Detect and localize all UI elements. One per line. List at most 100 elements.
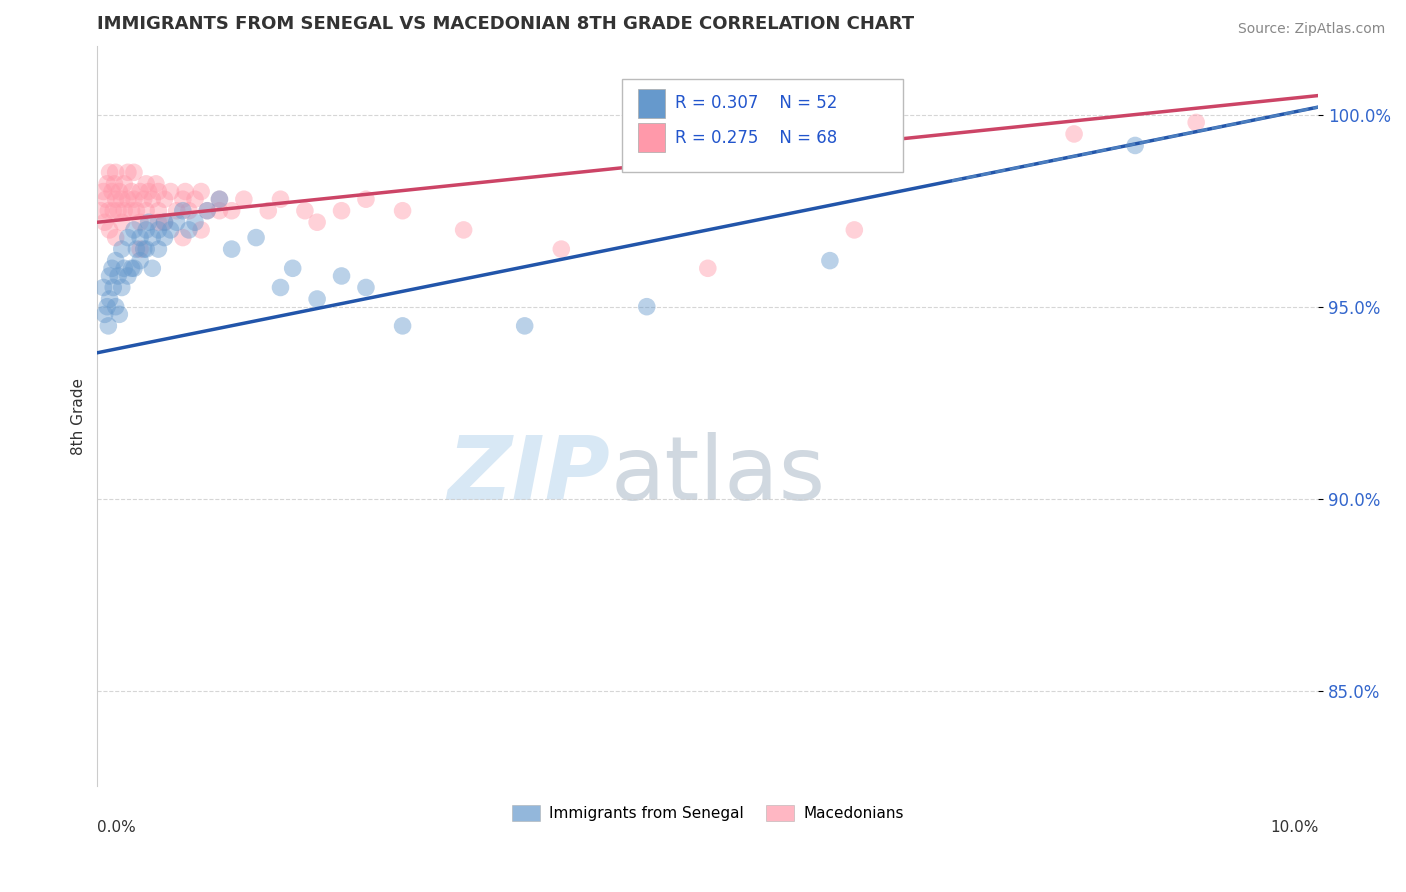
Point bbox=[184, 215, 207, 229]
Point bbox=[103, 177, 125, 191]
Point bbox=[391, 318, 413, 333]
Point bbox=[354, 192, 377, 206]
Point bbox=[636, 300, 658, 314]
Point bbox=[135, 203, 157, 218]
Point bbox=[107, 203, 129, 218]
Point bbox=[148, 223, 170, 237]
Point bbox=[112, 177, 135, 191]
Text: ZIP: ZIP bbox=[447, 432, 610, 519]
Point bbox=[122, 165, 145, 179]
Point bbox=[184, 192, 207, 206]
FancyBboxPatch shape bbox=[638, 89, 665, 118]
Point bbox=[307, 215, 329, 229]
Text: IMMIGRANTS FROM SENEGAL VS MACEDONIAN 8TH GRADE CORRELATION CHART: IMMIGRANTS FROM SENEGAL VS MACEDONIAN 8T… bbox=[97, 15, 914, 33]
Point bbox=[269, 280, 291, 294]
Point bbox=[177, 203, 200, 218]
Point bbox=[513, 318, 536, 333]
Point bbox=[104, 230, 127, 244]
Point bbox=[98, 165, 121, 179]
Point bbox=[96, 177, 118, 191]
Point bbox=[93, 215, 115, 229]
Point bbox=[129, 253, 152, 268]
Point bbox=[104, 253, 127, 268]
Point bbox=[148, 203, 170, 218]
Point bbox=[166, 203, 188, 218]
Point bbox=[125, 242, 148, 256]
Point bbox=[354, 280, 377, 294]
FancyBboxPatch shape bbox=[638, 123, 665, 152]
Point bbox=[195, 203, 218, 218]
Point bbox=[195, 203, 218, 218]
Point bbox=[141, 230, 163, 244]
Point bbox=[103, 203, 125, 218]
Point bbox=[221, 242, 243, 256]
Point bbox=[141, 192, 163, 206]
Legend: Immigrants from Senegal, Macedonians: Immigrants from Senegal, Macedonians bbox=[506, 799, 910, 827]
Point bbox=[232, 192, 254, 206]
Point bbox=[294, 203, 316, 218]
Point bbox=[172, 192, 194, 206]
Point bbox=[172, 203, 194, 218]
Point bbox=[93, 280, 115, 294]
Point bbox=[101, 185, 124, 199]
Point bbox=[269, 192, 291, 206]
Point bbox=[330, 268, 353, 283]
Point bbox=[132, 242, 155, 256]
Point bbox=[98, 268, 121, 283]
Point bbox=[174, 185, 197, 199]
Point bbox=[844, 223, 866, 237]
Text: 0.0%: 0.0% bbox=[97, 820, 136, 835]
Point bbox=[111, 280, 134, 294]
Point bbox=[153, 192, 176, 206]
Point bbox=[108, 185, 131, 199]
Point bbox=[159, 185, 181, 199]
Point bbox=[190, 223, 212, 237]
Point bbox=[108, 307, 131, 321]
Point bbox=[141, 261, 163, 276]
Point bbox=[111, 192, 134, 206]
Point bbox=[90, 203, 112, 218]
Point bbox=[112, 203, 135, 218]
Point bbox=[125, 203, 148, 218]
Point bbox=[159, 223, 181, 237]
Point bbox=[453, 223, 475, 237]
Point bbox=[696, 261, 718, 276]
Point bbox=[112, 261, 135, 276]
Point bbox=[121, 203, 143, 218]
Point bbox=[245, 230, 267, 244]
Point bbox=[208, 203, 231, 218]
Point bbox=[104, 165, 127, 179]
Point bbox=[166, 215, 188, 229]
Point bbox=[148, 185, 170, 199]
Point bbox=[153, 215, 176, 229]
Point bbox=[97, 203, 120, 218]
Point bbox=[129, 185, 152, 199]
Text: R = 0.307    N = 52: R = 0.307 N = 52 bbox=[675, 95, 837, 112]
Point bbox=[281, 261, 304, 276]
Point bbox=[121, 185, 143, 199]
Point bbox=[330, 203, 353, 218]
Point bbox=[221, 203, 243, 218]
Point bbox=[153, 230, 176, 244]
Point bbox=[111, 215, 134, 229]
Point bbox=[93, 307, 115, 321]
Point bbox=[132, 192, 155, 206]
Point bbox=[138, 185, 160, 199]
Point bbox=[117, 268, 139, 283]
Point bbox=[104, 300, 127, 314]
Point bbox=[103, 280, 125, 294]
Point bbox=[135, 177, 157, 191]
Point bbox=[117, 165, 139, 179]
Point bbox=[1123, 138, 1146, 153]
Point bbox=[208, 192, 231, 206]
Y-axis label: 8th Grade: 8th Grade bbox=[72, 377, 86, 455]
Point bbox=[138, 215, 160, 229]
Point bbox=[96, 300, 118, 314]
Point bbox=[97, 318, 120, 333]
Point bbox=[98, 223, 121, 237]
Point bbox=[98, 292, 121, 306]
Point bbox=[391, 203, 413, 218]
Point bbox=[550, 242, 572, 256]
Point bbox=[104, 192, 127, 206]
Point bbox=[177, 223, 200, 237]
